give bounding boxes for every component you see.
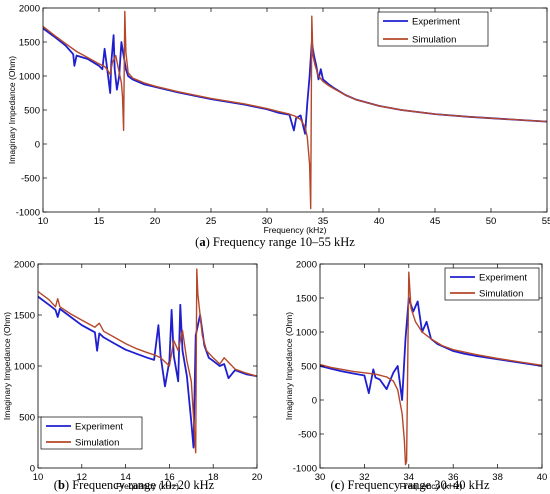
x-tick-label: 40 [374,216,385,227]
legend: Experiment Simulation [40,416,143,450]
y-tick-label: 1500 [296,294,317,305]
legend-entry: Simulation [479,289,523,300]
y-tick-label: 1000 [19,72,40,83]
y-tick-label: -1000 [293,464,317,475]
panel-caption: (b) Frequency range 10–20 kHz [54,478,215,492]
y-tick-label: -500 [298,430,317,441]
x-tick-label: 10 [33,472,44,483]
legend-entry: Simulation [412,35,456,46]
x-axis-label: Frequency (kHz) [116,481,179,491]
panel-caption: (c) Frequency range 30–40 kHz [331,478,490,492]
panel-caption: (a) Frequency range 10–55 kHz [195,235,355,249]
y-tick-label: 1000 [14,362,35,373]
x-tick-label: 36 [448,472,459,483]
y-tick-label: 0 [35,140,40,151]
x-tick-label: 30 [262,216,273,227]
series-line-experiment [320,297,542,401]
panel-a: 10 15 20 25 30 35 40 45 50 55 -1000 -500 0 500 1000 150… [7,4,550,250]
series-line-experiment [38,295,257,449]
x-axis-label: Frequency (kHz) [400,481,463,491]
legend: Experiment Simulation [377,11,489,47]
x-tick-label: 40 [537,472,548,483]
y-axis-label: Imaginary Impedance (Ohm) [284,312,294,420]
panel-b: 10 12 14 16 18 20 0 500 1000 1500 2000 Frequency (k… [2,260,262,493]
series-line-simulation [320,271,542,466]
x-tick-label: 12 [77,472,88,483]
series-line-simulation [43,10,547,210]
y-tick-label: 0 [30,464,35,475]
legend-entry: Experiment [75,422,123,433]
series-line-simulation [38,268,257,454]
legend: Experiment Simulation [444,267,540,301]
x-tick-label: 50 [486,216,497,227]
y-tick-label: 500 [301,362,317,373]
legend-entry: Experiment [479,273,527,284]
x-tick-label: 14 [120,472,131,483]
x-tick-label: 10 [38,216,49,227]
y-tick-label: 500 [24,106,40,117]
legend-entry: Experiment [412,17,460,28]
y-tick-label: 1500 [19,38,40,49]
y-axis-label: Imaginary Impedance (Ohm) [2,312,12,420]
panel-c: 30 32 34 36 38 40 -1000 -500 0 500 1000 1500 2000 Fre… [284,260,547,493]
x-tick-label: 20 [252,472,263,483]
x-tick-label: 16 [164,472,175,483]
x-tick-label: 30 [315,472,326,483]
y-tick-label: -1000 [16,208,40,219]
x-tick-label: 25 [206,216,217,227]
x-tick-label: 34 [404,472,415,483]
legend-entry: Simulation [75,438,119,449]
y-tick-label: 1000 [296,328,317,339]
x-axis-label: Frequency (kHz) [264,225,327,235]
x-tick-label: 32 [359,472,370,483]
x-tick-label: 18 [208,472,219,483]
y-tick-label: 2000 [19,4,40,15]
x-tick-label: 38 [492,472,503,483]
y-tick-label: 1500 [14,311,35,322]
y-tick-label: -500 [21,174,40,185]
x-tick-label: 35 [318,216,329,227]
y-tick-label: 2000 [14,260,35,271]
x-tick-label: 20 [150,216,161,227]
x-tick-label: 15 [94,216,105,227]
y-tick-label: 2000 [296,260,317,271]
x-tick-label: 55 [542,216,550,227]
y-tick-label: 500 [19,413,35,424]
x-tick-label: 45 [430,216,441,227]
y-axis-label: Imaginary Impedance (Ohm) [7,56,17,164]
y-tick-label: 0 [312,396,317,407]
